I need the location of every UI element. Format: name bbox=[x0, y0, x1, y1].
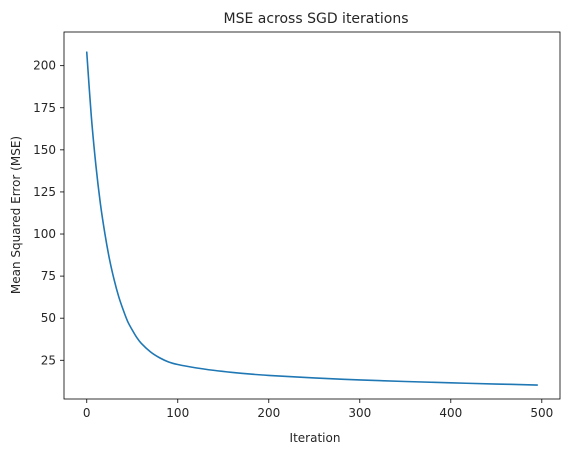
y-tick-label: 150 bbox=[33, 143, 56, 157]
y-axis-label: Mean Squared Error (MSE) bbox=[9, 136, 23, 294]
y-tick-label: 75 bbox=[41, 269, 56, 283]
y-tick-label: 200 bbox=[33, 59, 56, 73]
x-tick-label: 100 bbox=[166, 406, 189, 420]
plot-area: 0 100 200 300 400 500 25 50 75 100 125 150 175 200 bbox=[33, 31, 561, 420]
x-tick-label: 500 bbox=[530, 406, 553, 420]
y-tick-label: 100 bbox=[33, 227, 56, 241]
mse-series-line bbox=[85, 51, 539, 386]
x-tick-label: 0 bbox=[83, 406, 91, 420]
y-tick-label: 25 bbox=[41, 353, 56, 367]
chart-title: MSE across SGD iterations bbox=[224, 11, 409, 27]
x-tick-label: 300 bbox=[348, 406, 371, 420]
y-tick-label: 175 bbox=[33, 101, 56, 115]
axes-frame bbox=[63, 31, 561, 400]
x-axis-label: Iteration bbox=[290, 431, 341, 445]
x-tick-label: 200 bbox=[257, 406, 280, 420]
y-tick-label: 125 bbox=[33, 185, 56, 199]
y-tick-label: 50 bbox=[41, 311, 56, 325]
x-tick-label: 400 bbox=[439, 406, 462, 420]
